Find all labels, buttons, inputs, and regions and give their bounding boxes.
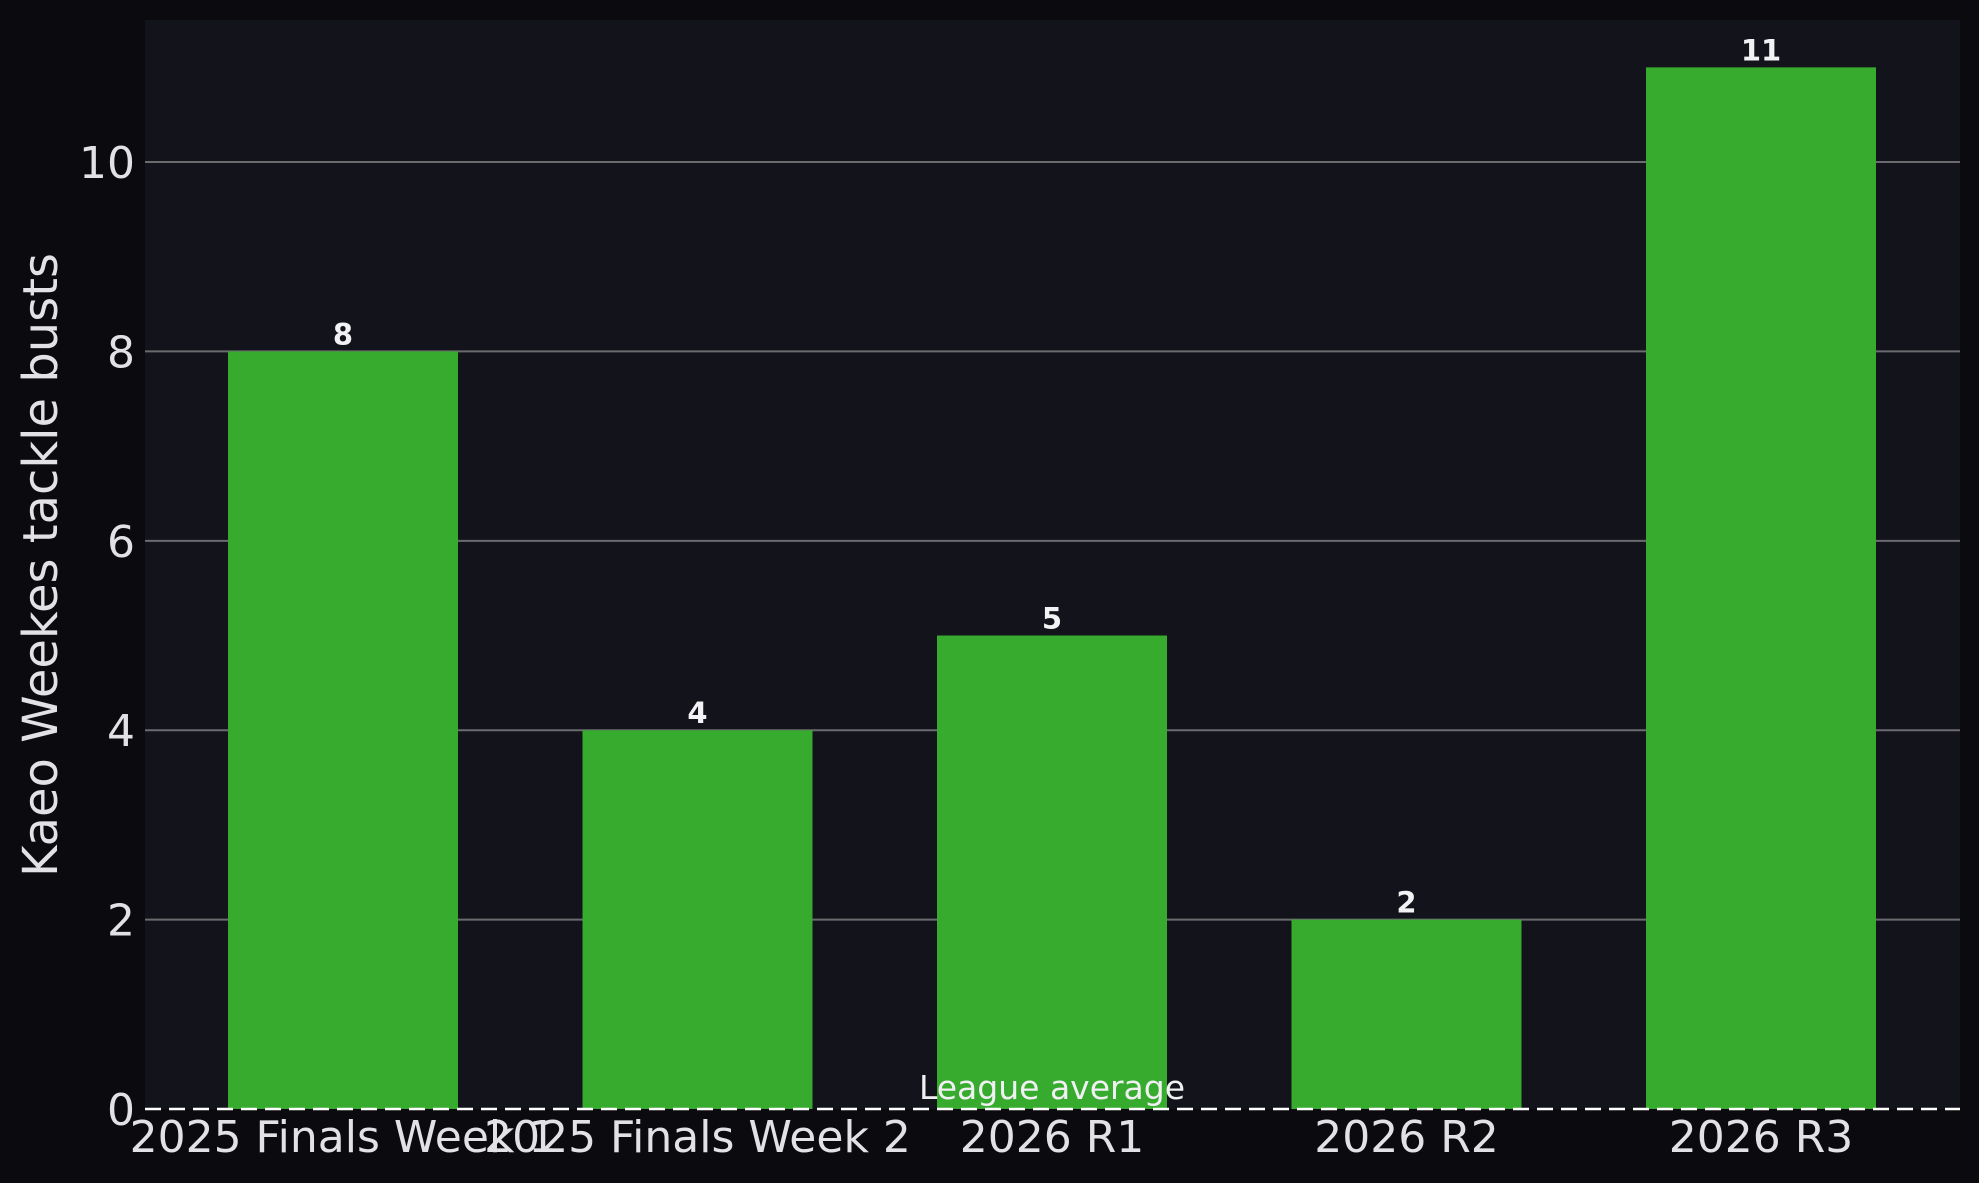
y-tick-label: 6 [107,517,135,568]
y-tick-label: 0 [107,1085,135,1136]
bar [1291,919,1522,1109]
bar-value-label: 8 [333,317,353,351]
y-axis-label: Kaeo Weekes tackle busts [13,253,69,877]
x-tick-label: 2025 Finals Week 1 [130,1112,557,1163]
x-tick-label: 2026 R1 [960,1112,1145,1163]
bar-value-label: 11 [1741,33,1781,67]
y-tick-label: 10 [79,138,135,189]
bar [937,635,1167,1109]
bar [228,351,458,1109]
bar [1646,67,1876,1110]
y-tick-label: 4 [107,706,135,757]
x-tick-label: 2026 R3 [1669,1112,1854,1163]
bar-value-label: 4 [687,696,707,730]
x-tick-label: 2026 R2 [1314,1112,1499,1163]
x-tick-label: 2025 Finals Week 2 [484,1112,911,1163]
y-tick-label: 8 [107,327,135,378]
data-labels: 8 4 5 2 11 [333,33,1781,919]
bars [228,67,1876,1110]
bar [582,730,813,1109]
reference-line-group: League average [145,1068,1960,1111]
y-tick-label: 2 [107,896,135,947]
y-axis-ticks: 0 2 4 6 8 10 [79,138,135,1136]
league-average-label: League average [919,1068,1185,1107]
bar-value-label: 2 [1396,886,1416,920]
bar-value-label: 5 [1042,602,1062,636]
